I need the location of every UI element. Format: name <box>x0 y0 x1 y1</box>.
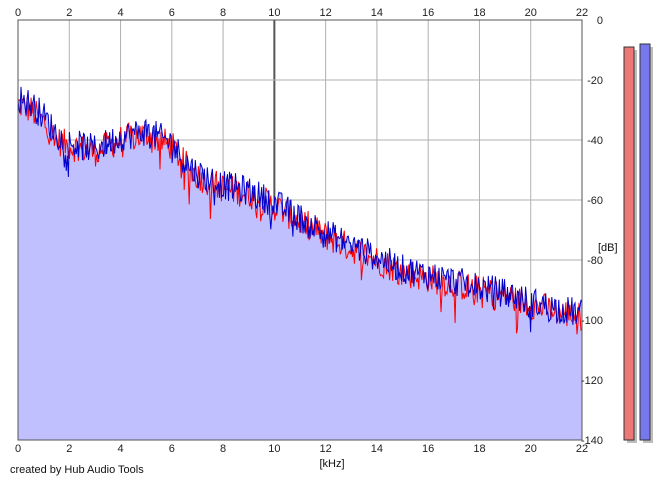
spectrum-fill <box>18 86 582 441</box>
y-tick-label: -120 <box>581 375 603 387</box>
x-tick-label-top: 16 <box>422 7 434 19</box>
x-tick-label-bottom: 10 <box>268 443 280 455</box>
x-tick-label-top: 4 <box>117 7 123 19</box>
x-tick-label-bottom: 2 <box>66 443 72 455</box>
x-tick-label-bottom: 14 <box>371 443 383 455</box>
x-tick-label-bottom: 8 <box>220 443 226 455</box>
x-tick-label-top: 22 <box>576 7 588 19</box>
y-axis-label: [dB] <box>598 242 618 254</box>
x-axis-label: [kHz] <box>319 458 344 470</box>
x-tick-labels-top: 0 2 4 6 8 10 12 14 16 18 20 22 <box>15 7 588 19</box>
meter-left <box>623 46 635 441</box>
x-tick-label-bottom: 20 <box>525 443 537 455</box>
y-tick-label: -40 <box>587 135 603 147</box>
series-right-line <box>17 86 583 333</box>
meter-right <box>639 43 651 441</box>
x-tick-label-bottom: 4 <box>117 443 123 455</box>
x-tick-label-top: 20 <box>525 7 537 19</box>
x-tick-label-top: 18 <box>473 7 485 19</box>
x-tick-label-bottom: 22 <box>576 443 588 455</box>
x-tick-label-top: 6 <box>169 7 175 19</box>
x-tick-label-bottom: 18 <box>473 443 485 455</box>
x-tick-label-bottom: 6 <box>169 443 175 455</box>
x-tick-label-bottom: 12 <box>320 443 332 455</box>
y-tick-labels: 0 -20 -40 -60 -80 -100 -120 -140 <box>581 15 603 447</box>
y-tick-label: -20 <box>587 75 603 87</box>
x-tick-label-top: 2 <box>66 7 72 19</box>
x-tick-label-top: 12 <box>320 7 332 19</box>
x-tick-label-top: 10 <box>268 7 280 19</box>
credit-text: created by Hub Audio Tools <box>10 464 144 476</box>
series-lines <box>17 86 583 335</box>
x-tick-label-top: 0 <box>15 7 21 19</box>
x-tick-label-top: 8 <box>220 7 226 19</box>
x-tick-labels-bottom: 0 2 4 6 8 10 12 14 16 18 20 22 <box>15 443 588 455</box>
x-tick-label-bottom: 16 <box>422 443 434 455</box>
x-tick-label-top: 14 <box>371 7 383 19</box>
y-tick-label: -140 <box>581 435 603 447</box>
level-meters <box>623 43 653 443</box>
plot-border <box>17 19 583 441</box>
x-tick-label-bottom: 0 <box>15 443 21 455</box>
y-tick-label: -60 <box>587 195 603 207</box>
y-tick-label: -100 <box>581 315 603 327</box>
y-tick-label: 0 <box>597 15 603 27</box>
y-tick-label: -80 <box>587 255 603 267</box>
